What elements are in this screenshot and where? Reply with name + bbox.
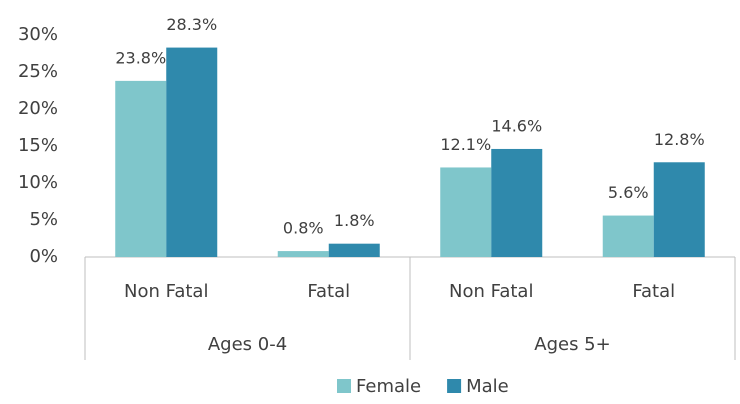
bar xyxy=(277,251,329,257)
value-label: 1.8% xyxy=(334,211,375,230)
y-tick-label: 15% xyxy=(18,135,58,156)
bar xyxy=(491,148,543,257)
value-label: 5.6% xyxy=(608,183,649,202)
x-tick-label: Fatal xyxy=(307,281,350,302)
y-tick-label: 20% xyxy=(18,98,58,119)
legend-swatch xyxy=(337,379,351,393)
group-label: Ages 0-4 xyxy=(208,334,287,355)
value-label: 12.8% xyxy=(654,130,705,149)
value-label: 14.6% xyxy=(491,116,542,135)
bar xyxy=(440,167,492,257)
value-label: 28.3% xyxy=(166,15,217,34)
x-tick-label: Non Fatal xyxy=(449,281,533,302)
group-label: Ages 5+ xyxy=(534,334,610,355)
value-label: 23.8% xyxy=(115,48,166,67)
value-label: 0.8% xyxy=(283,219,324,238)
bar xyxy=(653,162,705,257)
x-tick-label: Fatal xyxy=(632,281,675,302)
y-tick-label: 25% xyxy=(18,61,58,82)
y-tick-label: 30% xyxy=(18,24,58,45)
value-label: 12.1% xyxy=(440,135,491,154)
bar xyxy=(115,80,167,257)
bar xyxy=(328,243,380,257)
y-tick-label: 10% xyxy=(18,172,58,193)
legend-label: Female xyxy=(356,376,421,397)
legend-label: Male xyxy=(466,376,509,397)
bar xyxy=(602,215,654,257)
bar xyxy=(166,47,218,257)
y-tick-label: 5% xyxy=(29,209,58,230)
x-tick-label: Non Fatal xyxy=(124,281,208,302)
y-tick-label: 0% xyxy=(29,246,58,267)
legend-swatch xyxy=(447,379,462,393)
